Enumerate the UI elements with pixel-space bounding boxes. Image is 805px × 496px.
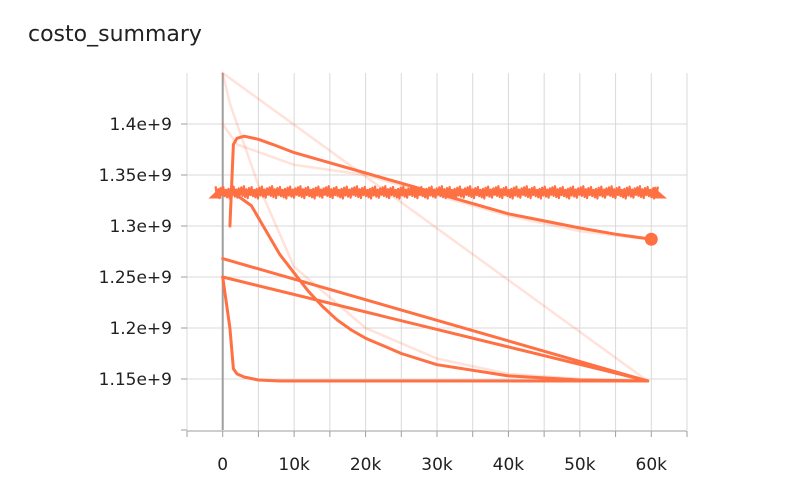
x-tick-label: 20k — [350, 455, 382, 475]
y-tick-label: 1.4e+9 — [109, 115, 172, 135]
x-tick-label: 30k — [421, 455, 453, 475]
series-noisy-band-fill — [219, 189, 655, 196]
series-line-raw — [221, 122, 649, 241]
y-tick-label: 1.25e+9 — [99, 268, 172, 288]
series-line-smoothed — [221, 275, 650, 383]
series-group — [208, 71, 667, 383]
grid — [186, 73, 688, 430]
series-line-smoothed — [228, 134, 653, 241]
x-tick-label: 40k — [493, 455, 525, 475]
x-tick-label: 50k — [564, 455, 596, 475]
series-line-raw — [221, 71, 649, 383]
series-line-smoothed — [231, 191, 650, 383]
tick-labels: 0 10k 20k 30k 40k 50k 60k 1.15e+9 1.2e+9 1.25e+9 1… — [99, 115, 668, 475]
y-tick-label: 1.15e+9 — [99, 370, 172, 390]
x-tick-label: 0 — [217, 455, 228, 475]
chart-title: costo_summary — [28, 22, 202, 47]
series-noisy-band-start — [208, 186, 222, 199]
y-tick-label: 1.35e+9 — [99, 166, 172, 186]
y-tick-label: 1.3e+9 — [109, 217, 172, 237]
x-tick-label: 60k — [636, 455, 668, 475]
x-tick-label: 10k — [278, 455, 310, 475]
axes — [181, 73, 688, 437]
series-noisy-band-end — [652, 186, 667, 199]
series-last-point — [644, 232, 658, 246]
y-tick-label: 1.2e+9 — [109, 319, 172, 339]
